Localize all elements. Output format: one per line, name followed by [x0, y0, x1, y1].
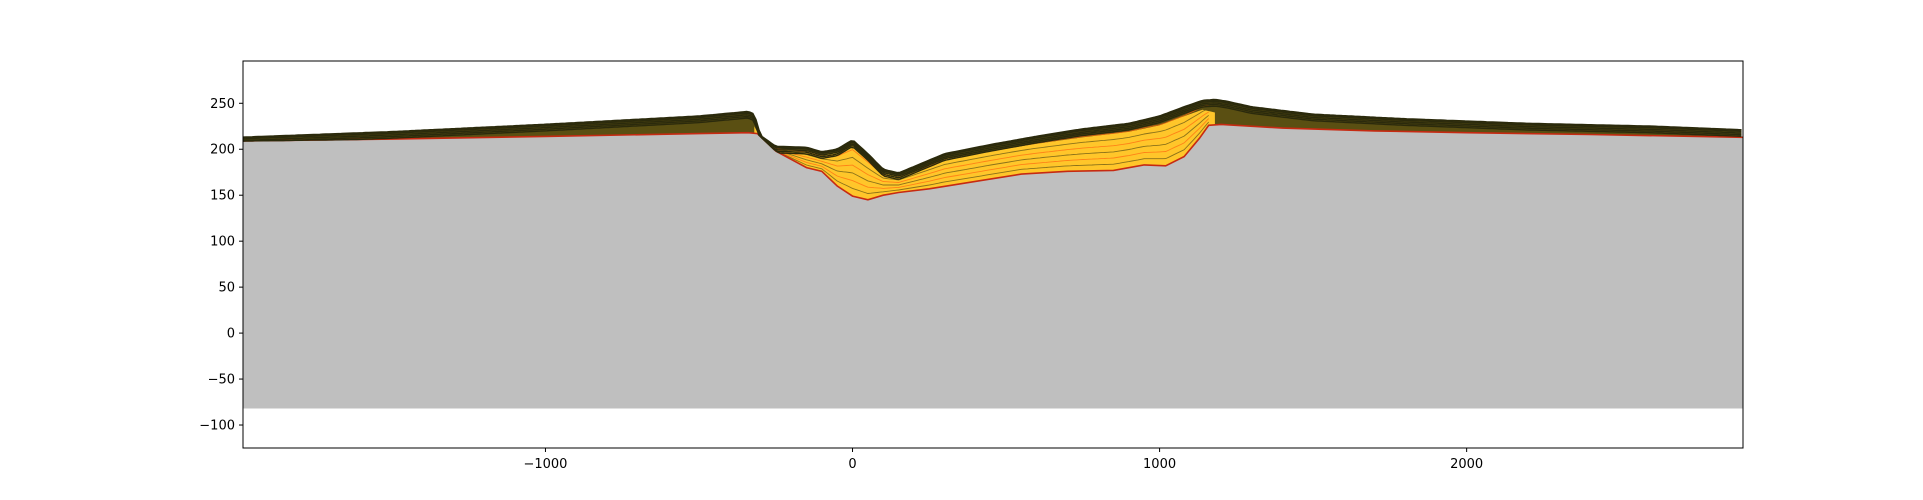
basin-bed-line	[766, 111, 1209, 183]
basin-bed-line	[766, 118, 1210, 189]
x-tick-label: −1000	[523, 457, 567, 472]
basin-bed-line	[766, 108, 1209, 181]
y-axis: −100 −50 0 50 100 150 200 250	[199, 97, 243, 434]
surface-line	[243, 98, 1742, 174]
y-tick-label: 50	[218, 281, 235, 296]
x-tick-label: 1000	[1143, 457, 1176, 472]
y-tick-label: 0	[227, 327, 235, 342]
y-tick-label: 200	[210, 143, 235, 158]
y-tick-label: 250	[210, 97, 235, 112]
basin-bed-line	[766, 121, 1210, 194]
y-tick-label: −100	[199, 419, 235, 434]
basin-bed-line	[766, 114, 1209, 186]
y-tick-label: 100	[210, 235, 235, 250]
x-tick-label: 0	[848, 457, 856, 472]
y-tick-label: −50	[208, 373, 235, 388]
basement-area	[243, 124, 1743, 409]
plot-frame	[242, 60, 1744, 449]
cap_band_2-line	[243, 102, 1742, 177]
y-tick-label: 150	[210, 189, 235, 204]
x-tick-label: 2000	[1450, 457, 1483, 472]
plot-area	[243, 98, 1743, 409]
cap_band_1-line	[243, 100, 1742, 176]
basement-seam-line	[243, 123, 1743, 201]
x-axis: −1000 0 1000 2000	[523, 448, 1483, 472]
cap_band_4-line	[243, 105, 1742, 180]
cap_band_3-line	[243, 103, 1742, 179]
upper_layer-area	[754, 109, 1215, 200]
